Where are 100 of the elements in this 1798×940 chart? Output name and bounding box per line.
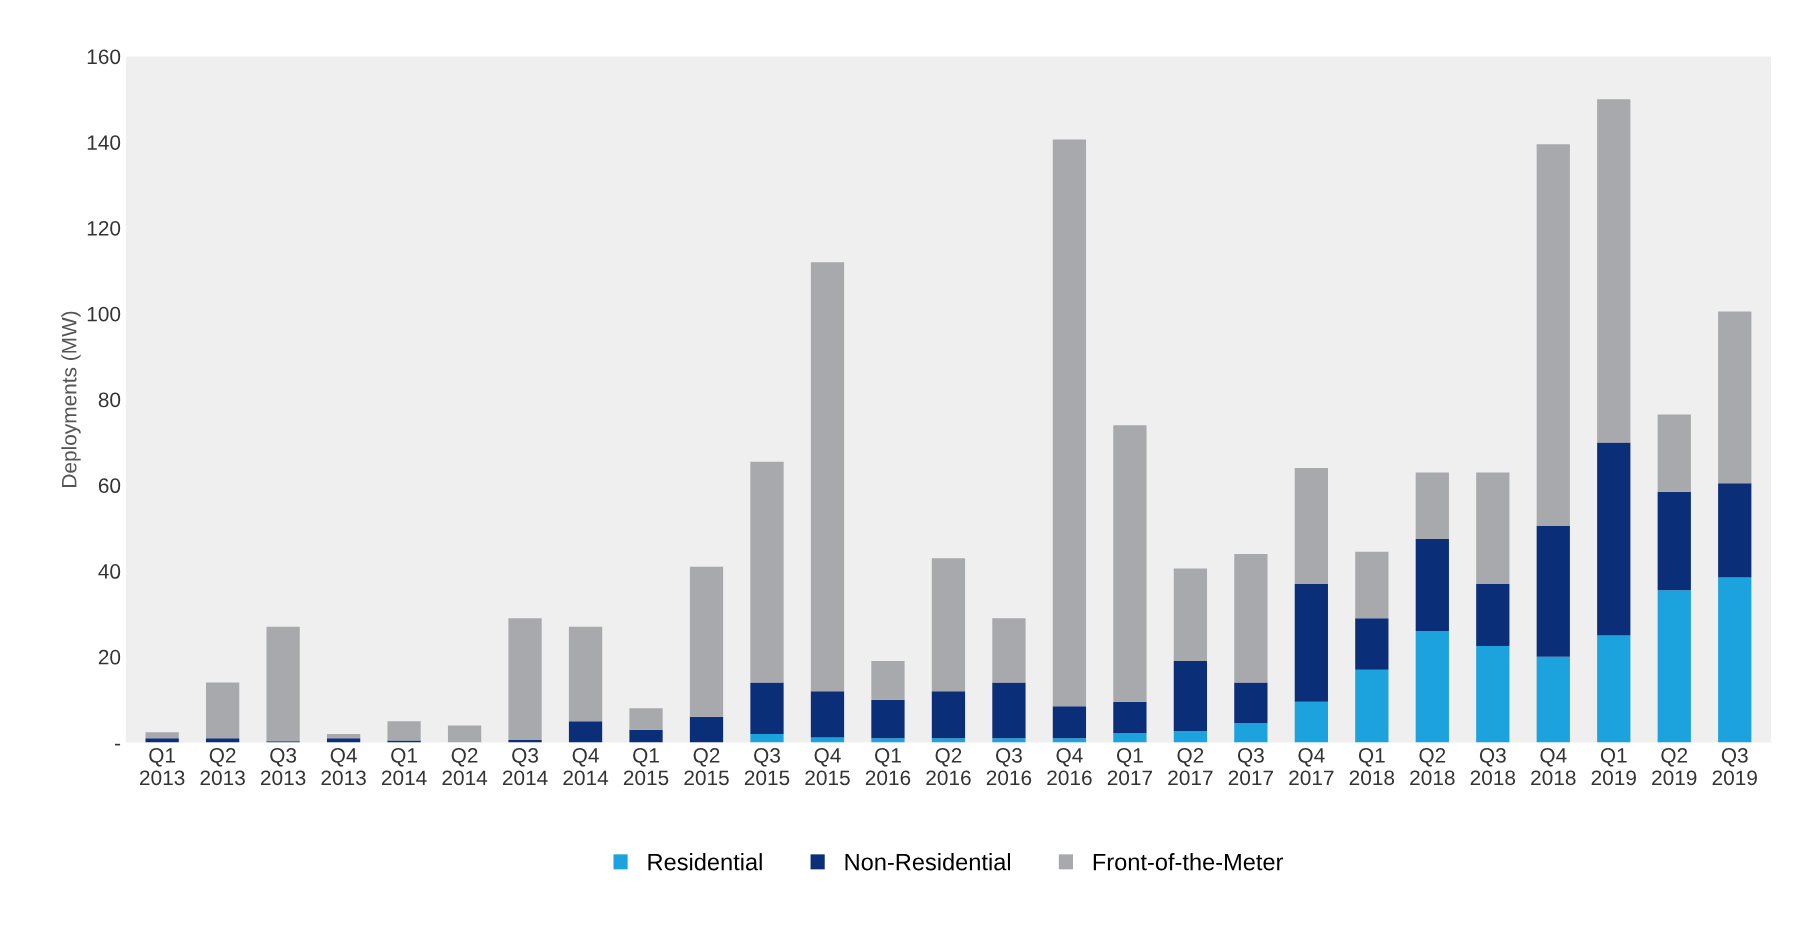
x-tick-label: Q2 2016 (926, 748, 971, 786)
x-tick-label: Q4 2016 (1047, 748, 1092, 786)
bar (1476, 472, 1510, 584)
bar (1597, 635, 1631, 743)
x-tick-label: Q1 2013 (140, 748, 185, 786)
x-tick-label: Q1 2017 (1107, 748, 1153, 786)
x-tick-label: Q1 2019 (1591, 748, 1636, 786)
y-tick-label: - (114, 743, 121, 746)
y-tick-label: 140 (87, 135, 121, 150)
bar (629, 708, 663, 730)
bar (1294, 701, 1328, 743)
x-tick-label: Q1 2015 (623, 748, 669, 786)
bar (810, 262, 845, 692)
y-tick-label: 20 (98, 649, 121, 665)
bar (326, 738, 361, 743)
bar (1294, 468, 1328, 584)
bar (810, 691, 845, 738)
bar (1234, 553, 1268, 683)
x-tick-label: Q2 2014 (442, 748, 488, 786)
bar (1476, 583, 1510, 647)
x-tick-label: Q4 2014 (563, 748, 609, 786)
bar (1415, 631, 1449, 743)
bar (508, 618, 542, 741)
bar (1415, 538, 1449, 632)
bar (1536, 526, 1570, 657)
bar (1355, 618, 1389, 670)
bar (1294, 583, 1328, 702)
bar (387, 740, 421, 743)
bar (447, 725, 482, 743)
x-tick-label: Q3 2016 (986, 748, 1032, 786)
bar (266, 626, 300, 742)
x-tick-label: Q4 2018 (1531, 748, 1576, 786)
x-tick-label: Q3 2017 (1228, 748, 1273, 786)
bar (1052, 139, 1087, 707)
bar (206, 738, 240, 743)
y-axis-title: Deployments (MW) (61, 311, 81, 487)
x-tick-label: Q2 2015 (684, 748, 729, 786)
bar (1355, 551, 1389, 619)
bar (1113, 425, 1147, 702)
x-tick-label: Q1 2014 (381, 748, 427, 786)
bar (1173, 568, 1208, 662)
y-tick-label: 40 (98, 564, 121, 579)
x-tick-label: Q3 2014 (502, 748, 548, 786)
bar (1718, 311, 1752, 484)
x-tick-label: Q2 2013 (200, 748, 245, 786)
bar (992, 618, 1026, 683)
bar (387, 721, 421, 741)
bar (1657, 491, 1691, 591)
y-tick-label: 120 (87, 220, 121, 236)
x-tick-label: Q4 2013 (321, 748, 366, 786)
x-tick-label: Q3 2015 (744, 748, 790, 786)
bar (568, 721, 603, 743)
bar (689, 716, 724, 743)
bar (1052, 706, 1087, 739)
bar (931, 558, 966, 692)
x-tick-label: Q2 2017 (1168, 748, 1213, 786)
bar (1173, 731, 1208, 743)
x-tick-label: Q1 2018 (1349, 748, 1395, 786)
bar (871, 699, 905, 739)
bar (1476, 646, 1510, 743)
bar (1234, 682, 1268, 724)
bar (750, 682, 784, 735)
x-tick-label: Q4 2017 (1289, 748, 1334, 786)
legend-label: Non-Residential (845, 853, 1011, 871)
x-tick-label: Q1 2016 (865, 748, 911, 786)
bar (992, 682, 1026, 739)
x-tick-label: Q3 2019 (1712, 748, 1757, 786)
bar (568, 626, 603, 722)
legend-label: Front-of-the-Meter (1093, 853, 1284, 871)
bar (750, 734, 784, 743)
bar (689, 566, 724, 717)
x-tick-label: Q3 2013 (261, 748, 306, 786)
bar (1052, 738, 1087, 743)
bar (810, 737, 845, 743)
bar (871, 738, 905, 743)
bar (145, 732, 179, 739)
x-tick-label: Q4 2015 (805, 748, 850, 786)
bar (931, 738, 966, 743)
y-tick-label: 100 (87, 306, 121, 322)
bar (1234, 723, 1268, 743)
bar (931, 691, 966, 739)
bar (871, 661, 905, 700)
bar (1415, 472, 1449, 539)
x-tick-label: Q2 2018 (1410, 748, 1455, 786)
bar (1355, 669, 1389, 743)
y-tick-label: 60 (98, 478, 121, 494)
bar (1173, 661, 1208, 732)
y-tick-label: 80 (98, 392, 121, 408)
bar (1113, 733, 1147, 743)
bar (1113, 701, 1147, 734)
y-tick-label: 160 (87, 49, 121, 65)
bar (145, 738, 179, 743)
bar (1657, 590, 1691, 743)
x-tick-label: Q3 2018 (1470, 748, 1516, 786)
bar (750, 461, 784, 683)
bar (1597, 442, 1631, 636)
bar (1718, 577, 1752, 743)
x-tick-label: Q2 2019 (1652, 748, 1697, 786)
bar (326, 734, 361, 739)
bar (629, 729, 663, 743)
